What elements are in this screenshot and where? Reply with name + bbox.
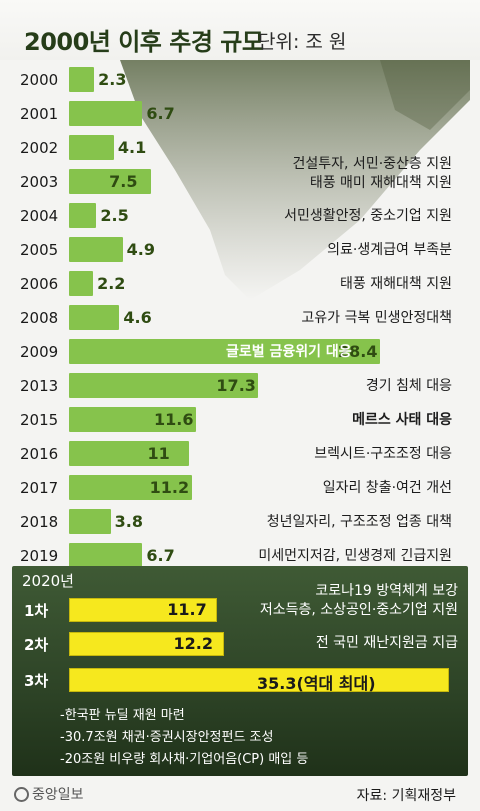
panel-note: -한국판 뉴딜 재원 마련 [60, 708, 185, 723]
year-label: 2004 [20, 207, 59, 225]
unit-label: 단위: 조 원 [258, 31, 347, 53]
money-stack-illustration [120, 60, 470, 300]
row-description: 메르스 사태 대응 [352, 412, 452, 428]
bar-value-label: 4.1 [117, 138, 147, 157]
year-label: 2015 [20, 411, 59, 429]
year-label: 2002 [20, 139, 59, 157]
panel-note: -30.7조원 채권·증권시장안정펀드 조성 [60, 730, 274, 745]
bar-value-label: 17.3 [216, 376, 256, 395]
bar-value-label: 6.7 [146, 104, 175, 123]
bar-value-label: 28.4 [337, 342, 378, 361]
row-description: 미세먼지저감, 민생경제 긴급지원 [258, 548, 452, 564]
panel-bar-value-label: 11.7 [167, 600, 207, 619]
bar [69, 339, 380, 364]
row-description: 경기 침체 대응 [365, 378, 452, 394]
year-label: 2003 [20, 173, 59, 191]
bar [69, 441, 190, 466]
panel-description: 코로나19 방역체계 보강 [315, 583, 458, 599]
bar-value-label: 4.6 [123, 308, 152, 327]
panel-bar [69, 668, 449, 692]
year-label: 2000 [20, 71, 59, 89]
bar-value-label: 6.7 [146, 546, 175, 565]
row-description: 건설투자, 서민·중산층 지원 [292, 156, 452, 172]
bar [69, 543, 143, 568]
year-label: 2006 [20, 275, 59, 293]
bar [69, 373, 259, 398]
bar-value-label: 3.8 [114, 512, 143, 531]
title-bar [0, 0, 480, 60]
year-label: 2001 [20, 105, 59, 123]
year-label: 2017 [20, 479, 59, 497]
bar-value-label: 2.5 [100, 206, 129, 225]
bar [69, 135, 114, 160]
row-description: 태풍 재해대책 지원 [340, 276, 452, 292]
bar [69, 67, 95, 92]
panel-category-label: 1차 [24, 602, 49, 620]
source-note: 자료: 기획재정부 [356, 788, 456, 804]
row-description: 고유가 극복 민생안정대책 [301, 310, 452, 326]
panel-note: -20조원 비우량 회사채·기업어음(CP) 매입 등 [60, 752, 309, 767]
row-description: 청년일자리, 구조조정 업종 대책 [266, 514, 452, 530]
bar [69, 271, 94, 296]
bar [69, 237, 123, 262]
footer [0, 778, 480, 811]
bar [69, 305, 120, 330]
panel-category-label: 3차 [24, 672, 49, 690]
year-label: 2016 [20, 445, 59, 463]
bar [69, 101, 143, 126]
bar [69, 203, 97, 228]
year-label: 2018 [20, 513, 59, 531]
publisher-name: 중앙일보 [32, 787, 84, 803]
bar [69, 509, 111, 534]
panel-description: 저소득층, 소상공인·중소기업 지원 [259, 602, 458, 618]
year-label: 2008 [20, 309, 59, 327]
row-description: 글로벌 금융위기 대응 [226, 344, 352, 360]
bar-value-label: 2.3 [98, 70, 127, 89]
row-description: 태풍 매미 재해대책 지원 [309, 175, 452, 191]
year-label: 2005 [20, 241, 59, 259]
row-description: 의료·생계급여 부족분 [327, 242, 452, 258]
year-label: 2013 [20, 377, 59, 395]
publisher-logo-icon [14, 787, 29, 802]
panel-category-label: 2차 [24, 636, 49, 654]
panel-bar [69, 598, 218, 622]
year-label: 2009 [20, 343, 59, 361]
panel-description: 전 국민 재난지원금 지급 [315, 635, 458, 651]
bar-value-label: 7.5 [109, 172, 138, 191]
year-label: 2019 [20, 547, 59, 565]
bar-value-label: 11 [147, 444, 170, 463]
panel-bar-value-label: 35.3(역대 최대) [257, 674, 376, 693]
bar [69, 407, 197, 432]
bar-value-label: 11.2 [149, 478, 190, 497]
row-description: 브렉시트·구조조정 대응 [314, 446, 452, 462]
panel-bar-value-label: 12.2 [173, 634, 213, 653]
row-description: 서민생활안정, 중소기업 지원 [284, 208, 452, 224]
chart-title: 2000년 이후 추경 규모 [24, 28, 264, 56]
panel-2020-title: 2020년 [22, 572, 74, 590]
bar [69, 475, 192, 500]
bar-value-label: 4.9 [126, 240, 155, 259]
bar-value-label: 11.6 [154, 410, 194, 429]
row-description: 일자리 창출·여건 개선 [322, 480, 452, 496]
panel-bar [69, 632, 224, 656]
bar [69, 169, 152, 194]
bar-value-label: 2.2 [97, 274, 126, 293]
publisher-logo: 중앙일보 [14, 784, 84, 804]
